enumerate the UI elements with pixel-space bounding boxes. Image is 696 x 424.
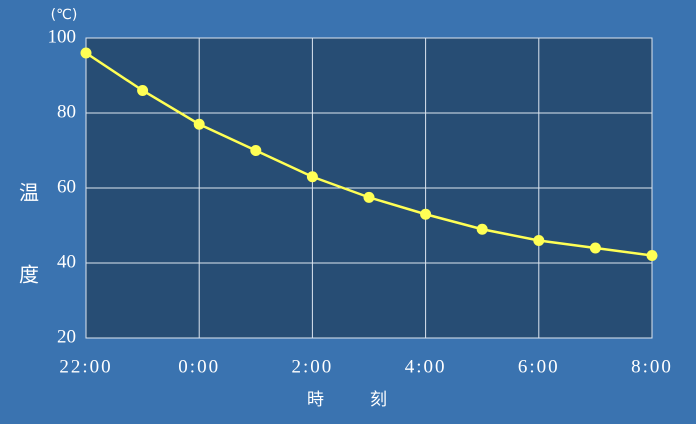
- data-point: [250, 145, 262, 156]
- x-axis-label: 時刻: [307, 390, 433, 410]
- x-tick-label: 4:00: [405, 356, 447, 377]
- x-tick-label: 2:00: [292, 356, 334, 377]
- data-point: [80, 47, 92, 59]
- y-tick-label: 100: [48, 26, 77, 47]
- data-point: [137, 85, 149, 96]
- y-axis-label: 温度: [16, 182, 40, 346]
- data-point: [420, 208, 432, 220]
- y-tick-label: 80: [57, 101, 76, 122]
- y-tick-label: 40: [57, 251, 76, 272]
- x-tick-label: 22:00: [59, 356, 112, 377]
- y-tick-label: 20: [57, 326, 76, 347]
- data-point: [363, 191, 375, 203]
- y-tick-label: 60: [57, 176, 76, 197]
- data-point: [306, 171, 318, 183]
- data-point: [589, 242, 601, 254]
- unit-label: (℃): [51, 7, 78, 23]
- data-point: [533, 235, 545, 246]
- x-tick-label: 6:00: [518, 356, 560, 377]
- x-tick-label: 8:00: [631, 356, 673, 377]
- data-point: [476, 223, 488, 235]
- x-tick-label: 0:00: [178, 356, 220, 377]
- data-point: [193, 118, 205, 130]
- data-point: [646, 250, 658, 261]
